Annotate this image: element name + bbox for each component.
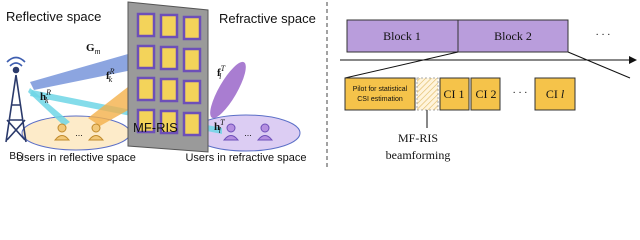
channel-sup: T — [221, 64, 226, 73]
beam-f-refractive — [210, 61, 246, 119]
ci-label: CI l — [546, 87, 565, 101]
reflective-users-icons — [53, 123, 105, 141]
caption: beamforming — [386, 148, 451, 162]
block-2 — [457, 19, 569, 53]
channel-f-l: fT l — [217, 64, 226, 81]
channel-sub: m — [95, 47, 101, 56]
ci-slot — [439, 77, 470, 111]
blocks-ellipsis: · · · — [596, 30, 611, 41]
zoom-line — [567, 51, 631, 79]
channel-sup: R — [45, 88, 51, 97]
channel-h-k: hR k — [40, 88, 51, 105]
zoom-line — [344, 51, 459, 79]
ci-ellipsis: · · · — [513, 88, 528, 99]
channel-sub: k — [45, 96, 49, 105]
channel-g: Gm — [86, 42, 101, 56]
diagram: Reflective space Refractive space MF-RIS… — [5, 1, 637, 168]
reflective-users-label: Users in reflective space — [16, 152, 136, 164]
refractive-space-label: Refractive space — [219, 11, 316, 26]
pilot-label: Pilot for statistical — [353, 86, 408, 93]
beamforming-slot — [416, 77, 439, 111]
ci-slot — [534, 77, 576, 111]
pilot-label: CSI estimation — [357, 96, 403, 103]
ci-var: l — [561, 87, 565, 101]
bs-label: BS — [9, 151, 23, 162]
block-label: Block 1 — [383, 29, 421, 43]
caption: MF-RIS — [398, 131, 438, 145]
ci-label: CI 1 — [444, 87, 465, 101]
channel-f-k: fR k — [106, 67, 115, 84]
channel-base: h — [214, 121, 220, 133]
ci-base: CI — [546, 87, 558, 101]
channel-base: f — [106, 70, 110, 82]
channel-sub: k — [109, 75, 113, 84]
channel-sup: T — [220, 118, 225, 127]
channel-base: G — [86, 42, 95, 54]
channel-sup: R — [109, 67, 115, 76]
block-label: Block 2 — [494, 29, 532, 43]
channel-base: h — [40, 91, 46, 103]
channel-sub: l — [219, 126, 222, 135]
ris-label: MF-RIS — [133, 120, 178, 135]
beam-g — [30, 50, 142, 90]
bs-icon — [5, 56, 27, 143]
page: {"left": {"reflective_space": "Reflectiv… — [5, 1, 637, 168]
reflective-space-label: Reflective space — [6, 9, 101, 24]
refractive-users-icons — [222, 123, 274, 141]
ci-slot — [470, 77, 501, 111]
refractive-users-ellipsis: ... — [244, 128, 252, 138]
ci-label: CI 2 — [476, 87, 497, 101]
beam-h-reflective — [28, 88, 70, 126]
refractive-users-label: Users in refractive space — [185, 152, 306, 164]
channel-sub: l — [219, 72, 222, 81]
pilot-slot — [344, 77, 416, 111]
ris-panel — [127, 1, 209, 153]
reflective-users-ellipsis: ... — [75, 128, 83, 138]
channel-h-l: hT l — [214, 118, 225, 135]
channel-base: f — [217, 67, 221, 79]
